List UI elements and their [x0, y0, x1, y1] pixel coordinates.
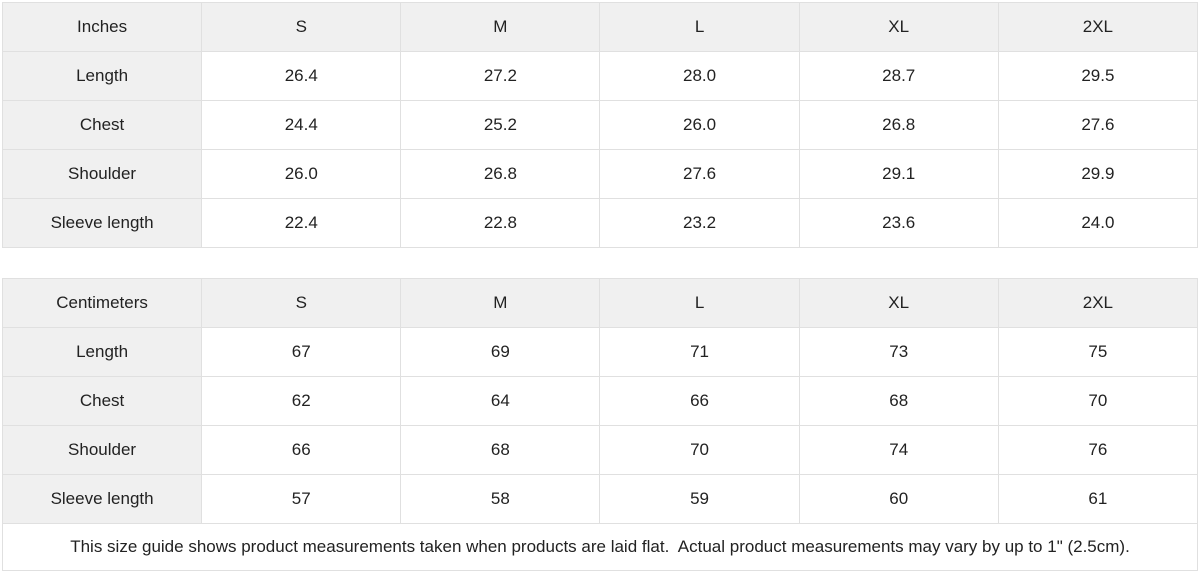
- measurement-cell: 70: [599, 425, 800, 475]
- measurement-cell: 22.8: [400, 198, 601, 248]
- column-header-xl: XL: [798, 2, 999, 52]
- column-header-m: M: [400, 278, 601, 328]
- row-label-sleeve-length: Sleeve length: [1, 474, 203, 524]
- measurement-cell: 57: [201, 474, 402, 524]
- measurement-cell: 73: [798, 327, 999, 377]
- measurement-cell: 24.4: [201, 100, 402, 150]
- measurement-cell: 29.1: [798, 149, 999, 199]
- table-row: Sleeve length 22.4 22.8 23.2 23.6 24.0: [1, 198, 1199, 248]
- row-label-chest: Chest: [1, 376, 203, 426]
- row-label-shoulder: Shoulder: [1, 149, 203, 199]
- table-row: Chest 62 64 66 68 70: [1, 376, 1199, 426]
- measurement-cell: 66: [599, 376, 800, 426]
- table-row: Chest 24.4 25.2 26.0 26.8 27.6: [1, 100, 1199, 150]
- column-header-m: M: [400, 2, 601, 52]
- measurement-cell: 28.0: [599, 51, 800, 101]
- measurement-cell: 59: [599, 474, 800, 524]
- column-header-s: S: [201, 278, 402, 328]
- measurement-cell: 26.8: [400, 149, 601, 199]
- row-label-sleeve-length: Sleeve length: [1, 198, 203, 248]
- measurement-cell: 25.2: [400, 100, 601, 150]
- measurement-cell: 29.5: [997, 51, 1199, 101]
- column-header-l: L: [599, 278, 800, 328]
- measurement-cell: 74: [798, 425, 999, 475]
- measurement-cell: 76: [997, 425, 1199, 475]
- row-label-shoulder: Shoulder: [1, 425, 203, 475]
- measurement-cell: 69: [400, 327, 601, 377]
- column-header-xl: XL: [798, 278, 999, 328]
- measurement-cell: 26.0: [201, 149, 402, 199]
- row-label-length: Length: [1, 327, 203, 377]
- measurement-cell: 28.7: [798, 51, 999, 101]
- table-header-row: Centimeters S M L XL 2XL: [1, 278, 1199, 328]
- measurement-cell: 27.6: [599, 149, 800, 199]
- table-header-row: Inches S M L XL 2XL: [1, 2, 1199, 52]
- column-header-2xl: 2XL: [997, 278, 1199, 328]
- measurement-cell: 26.8: [798, 100, 999, 150]
- measurement-cell: 75: [997, 327, 1199, 377]
- measurement-cell: 61: [997, 474, 1199, 524]
- measurement-cell: 62: [201, 376, 402, 426]
- unit-header-centimeters: Centimeters: [1, 278, 203, 328]
- measurement-cell: 58: [400, 474, 601, 524]
- inches-table: Inches S M L XL 2XL Length 26.4 27.2 28.…: [1, 2, 1199, 248]
- measurement-cell: 60: [798, 474, 999, 524]
- footer-note: This size guide shows product measuremen…: [2, 524, 1198, 571]
- measurement-cell: 68: [798, 376, 999, 426]
- measurement-cell: 67: [201, 327, 402, 377]
- measurement-cell: 23.2: [599, 198, 800, 248]
- measurement-cell: 64: [400, 376, 601, 426]
- measurement-cell: 27.6: [997, 100, 1199, 150]
- measurement-cell: 24.0: [997, 198, 1199, 248]
- column-header-s: S: [201, 2, 402, 52]
- measurement-cell: 29.9: [997, 149, 1199, 199]
- column-header-2xl: 2XL: [997, 2, 1199, 52]
- table-gap: [2, 248, 1198, 278]
- measurement-cell: 68: [400, 425, 601, 475]
- unit-header-inches: Inches: [1, 2, 203, 52]
- measurement-cell: 27.2: [400, 51, 601, 101]
- column-header-l: L: [599, 2, 800, 52]
- measurement-cell: 26.4: [201, 51, 402, 101]
- centimeters-table: Centimeters S M L XL 2XL Length 67 69 71…: [1, 278, 1199, 524]
- table-row: Length 67 69 71 73 75: [1, 327, 1199, 377]
- measurement-cell: 22.4: [201, 198, 402, 248]
- measurement-cell: 66: [201, 425, 402, 475]
- measurement-cell: 70: [997, 376, 1199, 426]
- table-row: Length 26.4 27.2 28.0 28.7 29.5: [1, 51, 1199, 101]
- table-row: Shoulder 66 68 70 74 76: [1, 425, 1199, 475]
- row-label-chest: Chest: [1, 100, 203, 150]
- measurement-cell: 26.0: [599, 100, 800, 150]
- measurement-cell: 23.6: [798, 198, 999, 248]
- table-row: Shoulder 26.0 26.8 27.6 29.1 29.9: [1, 149, 1199, 199]
- measurement-cell: 71: [599, 327, 800, 377]
- table-row: Sleeve length 57 58 59 60 61: [1, 474, 1199, 524]
- row-label-length: Length: [1, 51, 203, 101]
